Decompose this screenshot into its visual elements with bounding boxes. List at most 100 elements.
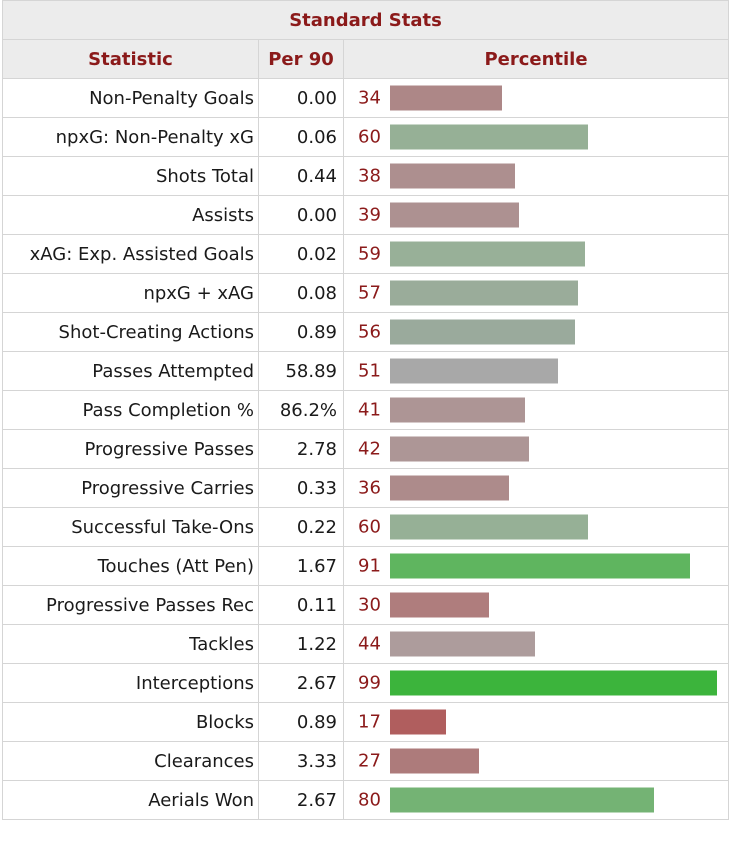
percentile-cell: 44 — [342, 624, 730, 664]
percentile-bar — [390, 514, 588, 540]
header-percentile[interactable]: Percentile — [342, 39, 730, 79]
statistic-cell: Progressive Passes — [2, 429, 259, 469]
table-row: Successful Take-Ons 0.22 60 — [2, 507, 730, 547]
percentile-value: 39 — [358, 204, 381, 226]
table-row: Non-Penalty Goals 0.00 34 — [2, 78, 730, 118]
statistic-cell: npxG: Non-Penalty xG — [2, 117, 259, 157]
percentile-cell: 80 — [342, 780, 730, 820]
statistic-cell: Assists — [2, 195, 259, 235]
percentile-cell: 56 — [342, 312, 730, 352]
caption-row: Standard Stats — [1, 0, 730, 40]
table-row: npxG + xAG 0.08 57 — [2, 273, 730, 313]
statistic-cell: Shot-Creating Actions — [2, 312, 259, 352]
statistic-cell: Non-Penalty Goals — [2, 78, 259, 118]
percentile-cell: 34 — [342, 78, 730, 118]
percentile-bar — [390, 358, 558, 384]
statistic-cell: Passes Attempted — [2, 351, 259, 391]
percentile-cell: 42 — [342, 429, 730, 469]
table-row: Pass Completion % 86.2% 41 — [2, 390, 730, 430]
per90-cell: 58.89 — [258, 351, 344, 391]
per90-cell: 0.00 — [258, 195, 344, 235]
per90-cell: 0.89 — [258, 312, 344, 352]
table-head: Standard Stats Statistic Per 90 Percenti… — [1, 0, 730, 79]
table-row: Progressive Carries 0.33 36 — [2, 468, 730, 508]
table-row: xAG: Exp. Assisted Goals 0.02 59 — [2, 234, 730, 274]
per90-cell: 0.00 — [258, 78, 344, 118]
percentile-value: 17 — [358, 711, 381, 733]
per90-cell: 1.22 — [258, 624, 344, 664]
percentile-value: 91 — [358, 555, 381, 577]
statistic-cell: xAG: Exp. Assisted Goals — [2, 234, 259, 274]
percentile-value: 38 — [358, 165, 381, 187]
table-row: Shots Total 0.44 38 — [2, 156, 730, 196]
percentile-value: 51 — [358, 360, 381, 382]
per90-cell: 2.67 — [258, 780, 344, 820]
statistic-cell: Progressive Passes Rec — [2, 585, 259, 625]
table-row: Blocks 0.89 17 — [2, 702, 730, 742]
per90-cell: 0.22 — [258, 507, 344, 547]
table-row: npxG: Non-Penalty xG 0.06 60 — [2, 117, 730, 157]
table-row: Tackles 1.22 44 — [2, 624, 730, 664]
percentile-cell: 60 — [342, 507, 730, 547]
statistic-cell: npxG + xAG — [2, 273, 259, 313]
percentile-bar — [390, 280, 578, 306]
per90-cell: 2.67 — [258, 663, 344, 703]
per90-cell: 3.33 — [258, 741, 344, 781]
header-statistic[interactable]: Statistic — [2, 39, 259, 79]
percentile-value: 44 — [358, 633, 381, 655]
percentile-value: 34 — [358, 87, 381, 109]
statistic-cell: Tackles — [2, 624, 259, 664]
table-row: Passes Attempted 58.89 51 — [2, 351, 730, 391]
per90-cell: 0.06 — [258, 117, 344, 157]
table-caption: Standard Stats — [1, 0, 730, 40]
percentile-bar — [390, 241, 585, 267]
percentile-bar — [390, 124, 588, 150]
table-row: Progressive Passes Rec 0.11 30 — [2, 585, 730, 625]
statistic-cell: Successful Take-Ons — [2, 507, 259, 547]
percentile-cell: 57 — [342, 273, 730, 313]
per90-cell: 86.2% — [258, 390, 344, 430]
percentile-cell: 51 — [342, 351, 730, 391]
percentile-value: 57 — [358, 282, 381, 304]
percentile-cell: 99 — [342, 663, 730, 703]
percentile-cell: 17 — [342, 702, 730, 742]
statistic-cell: Clearances — [2, 741, 259, 781]
table-row: Progressive Passes 2.78 42 — [2, 429, 730, 469]
per90-cell: 0.89 — [258, 702, 344, 742]
percentile-bar — [390, 553, 690, 579]
table-row: Shot-Creating Actions 0.89 56 — [2, 312, 730, 352]
per90-cell: 0.33 — [258, 468, 344, 508]
percentile-value: 56 — [358, 321, 381, 343]
table-row: Touches (Att Pen) 1.67 91 — [2, 546, 730, 586]
standard-stats-table: Standard Stats Statistic Per 90 Percenti… — [1, 0, 730, 820]
percentile-bar — [390, 709, 446, 735]
percentile-bar — [390, 436, 529, 462]
percentile-value: 59 — [358, 243, 381, 265]
percentile-bar — [390, 787, 654, 813]
table-row: Interceptions 2.67 99 — [2, 663, 730, 703]
header-row: Statistic Per 90 Percentile — [2, 39, 730, 79]
percentile-cell: 39 — [342, 195, 730, 235]
percentile-value: 42 — [358, 438, 381, 460]
statistic-cell: Aerials Won — [2, 780, 259, 820]
percentile-bar — [390, 163, 515, 189]
percentile-cell: 30 — [342, 585, 730, 625]
statistic-cell: Interceptions — [2, 663, 259, 703]
statistic-cell: Touches (Att Pen) — [2, 546, 259, 586]
statistic-cell: Shots Total — [2, 156, 259, 196]
percentile-value: 60 — [358, 516, 381, 538]
per90-cell: 0.02 — [258, 234, 344, 274]
percentile-bar — [390, 592, 489, 618]
percentile-value: 36 — [358, 477, 381, 499]
percentile-value: 30 — [358, 594, 381, 616]
percentile-bar — [390, 748, 479, 774]
percentile-value: 41 — [358, 399, 381, 421]
table-row: Clearances 3.33 27 — [2, 741, 730, 781]
per90-cell: 0.11 — [258, 585, 344, 625]
percentile-cell: 27 — [342, 741, 730, 781]
percentile-bar — [390, 202, 519, 228]
percentile-cell: 60 — [342, 117, 730, 157]
per90-cell: 0.44 — [258, 156, 344, 196]
header-per90[interactable]: Per 90 — [258, 39, 344, 79]
percentile-bar — [390, 85, 502, 111]
